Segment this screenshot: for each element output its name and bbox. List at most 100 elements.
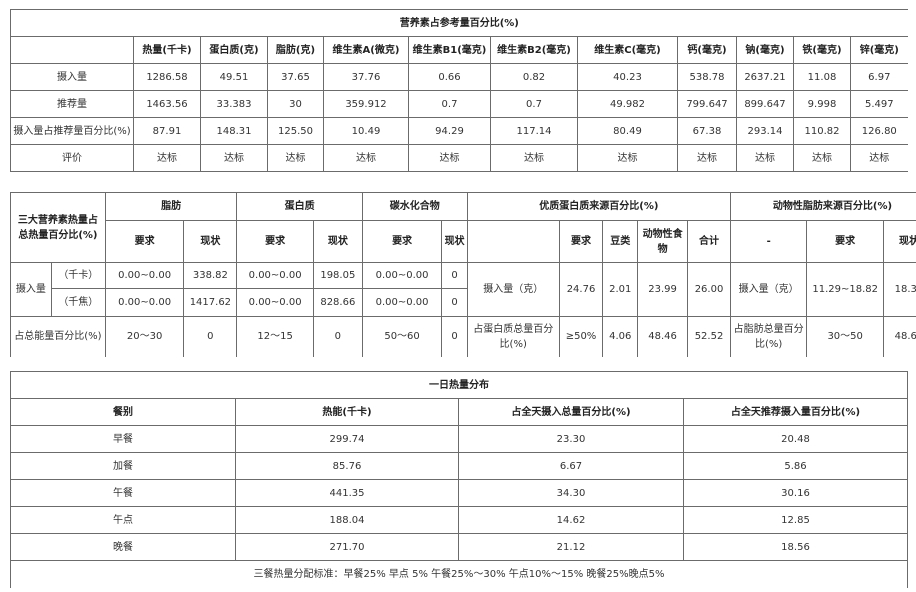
title-row: 一日热量分布 xyxy=(10,371,908,399)
cell: 达标 xyxy=(793,144,851,172)
cell: 5.86 xyxy=(683,452,908,480)
unit-kcal: （千卡） xyxy=(50,262,106,289)
cell: 达标 xyxy=(677,144,737,172)
intake-label: 摄入量 xyxy=(10,262,52,317)
cell: 5.497 xyxy=(849,90,908,118)
table-row: 午点 188.04 14.62 12.85 xyxy=(10,506,908,534)
cell: 338.82 xyxy=(183,262,238,289)
sub-header: 现状 xyxy=(183,220,238,263)
sub-header: 现状 xyxy=(312,220,363,263)
cell: 0 xyxy=(441,262,468,289)
table-row: 早餐 299.74 23.30 20.48 xyxy=(10,425,908,453)
group-fat: 脂肪 xyxy=(104,192,238,221)
cell: 0 xyxy=(441,288,468,317)
cell: 198.05 xyxy=(312,262,363,289)
cell: 80.49 xyxy=(577,117,678,145)
cell: 40.23 xyxy=(577,63,678,91)
column-header: 占全天推荐摄入量百分比(%) xyxy=(683,398,908,426)
cell: 441.35 xyxy=(235,479,459,507)
cell: 21.12 xyxy=(458,533,684,561)
cell: 达标 xyxy=(267,144,324,172)
cell: 126.80 xyxy=(849,117,908,145)
cell: 34.30 xyxy=(458,479,684,507)
cell: 24.76 xyxy=(558,262,604,317)
column-header: 维生素A(微克) xyxy=(323,36,409,64)
cell: 11.29~18.82 xyxy=(806,262,884,317)
cell: 14.62 xyxy=(458,506,684,534)
table-title: 一日热量分布 xyxy=(10,371,908,399)
cell: 49.51 xyxy=(200,63,268,91)
cell: 52.52 xyxy=(687,316,731,357)
cell: 午餐 xyxy=(10,479,236,507)
macronutrient-energy-table: 三大营养素热量占总热量百分比(%) 脂肪 蛋白质 碳水化合物 优质蛋白质来源百分… xyxy=(10,192,916,357)
cell: 0 xyxy=(183,316,238,357)
table-row: 摄入量 1286.58 49.51 37.65 37.76 0.66 0.82 40.23 53… xyxy=(10,63,908,91)
column-header: 锌(毫克) xyxy=(849,36,908,64)
cell: 9.998 xyxy=(793,90,851,118)
cell: 0.00~0.00 xyxy=(236,262,314,289)
title-row: 营养素占参考量百分比(%) xyxy=(9,9,908,37)
cell: 30 xyxy=(267,90,324,118)
column-header: 占全天摄入总量百分比(%) xyxy=(458,398,684,426)
cell: 晚餐 xyxy=(10,533,236,561)
column-header: 维生素C(毫克) xyxy=(577,36,678,64)
cell: 125.50 xyxy=(267,117,324,145)
unit-kj: （千焦） xyxy=(50,288,106,317)
cell: 23.99 xyxy=(637,262,689,317)
cell: 评价 xyxy=(10,144,134,172)
sub-header: 要求 xyxy=(361,220,443,263)
cell: 293.14 xyxy=(736,117,794,145)
pct-label: 占总能量百分比(%) xyxy=(10,316,106,357)
cell: 538.78 xyxy=(677,63,737,91)
protein-intake-label: 摄入量（克） xyxy=(466,262,560,317)
cell: 271.70 xyxy=(235,533,459,561)
table-row: 午餐 441.35 34.30 30.16 xyxy=(10,479,908,507)
cell: 117.14 xyxy=(490,117,578,145)
cell: 2637.21 xyxy=(736,63,794,91)
cell: 0.00~0.00 xyxy=(104,262,185,289)
cell: 达标 xyxy=(133,144,201,172)
column-header: 热能(千卡) xyxy=(235,398,459,426)
cell: 30～50 xyxy=(806,316,884,357)
cell: 0 xyxy=(441,316,468,357)
cell: 4.06 xyxy=(602,316,639,357)
cell: 50～60 xyxy=(361,316,443,357)
cell: 37.76 xyxy=(323,63,409,91)
cell: 11.08 xyxy=(793,63,851,91)
cell: 0.00~0.00 xyxy=(104,288,185,317)
cell: 摄入量 xyxy=(10,63,134,91)
group-carbs: 碳水化合物 xyxy=(361,192,468,221)
cell: 23.30 xyxy=(458,425,684,453)
cell: 加餐 xyxy=(10,452,236,480)
cell: 达标 xyxy=(849,144,908,172)
cell: 110.82 xyxy=(793,117,851,145)
cell: 0.00~0.00 xyxy=(361,262,443,289)
sub-header: 要求 xyxy=(558,220,604,263)
cell: 2.01 xyxy=(602,262,639,317)
sub-header: 要求 xyxy=(236,220,314,263)
cell: 94.29 xyxy=(408,117,491,145)
header-row: 餐别 热能(千卡) 占全天摄入总量百分比(%) 占全天推荐摄入量百分比(%) xyxy=(10,398,908,426)
cell: 188.04 xyxy=(235,506,459,534)
table-row: 评价 达标 达标 达标 达标 达标 达标 达标 达标 达标 达标 达标 xyxy=(10,144,908,172)
table-row: 摄入量占推荐量百分比(%) 87.91 148.31 125.50 10.49 94.29… xyxy=(10,117,908,145)
group-animal-fat: 动物性脂肪来源百分比(%) xyxy=(729,192,916,221)
cell: 10.49 xyxy=(323,117,409,145)
distribution-standard-note: 三餐热量分配标准：早餐25% 早点 5% 午餐25%～30% 午点10%～15%… xyxy=(10,560,908,588)
column-header: 维生素B1(毫克) xyxy=(408,36,491,64)
sub-header: 现状 xyxy=(441,220,468,263)
cell: 828.66 xyxy=(312,288,363,317)
table-row: 加餐 85.76 6.67 5.86 xyxy=(10,452,908,480)
cell: 359.912 xyxy=(323,90,409,118)
fat-pct-label: 占脂肪总量百分比(%) xyxy=(729,316,808,357)
cell: 推荐量 xyxy=(10,90,134,118)
cell: 达标 xyxy=(200,144,268,172)
column-header: 铁(毫克) xyxy=(793,36,851,64)
blank-header xyxy=(466,220,560,263)
cell: 87.91 xyxy=(133,117,201,145)
column-header: 脂肪(克) xyxy=(267,36,324,64)
cell: 摄入量占推荐量百分比(%) xyxy=(10,117,134,145)
cell: 12.85 xyxy=(683,506,908,534)
cell: 0.00~0.00 xyxy=(361,288,443,317)
corner-header: 三大营养素热量占总热量百分比(%) xyxy=(10,192,106,263)
